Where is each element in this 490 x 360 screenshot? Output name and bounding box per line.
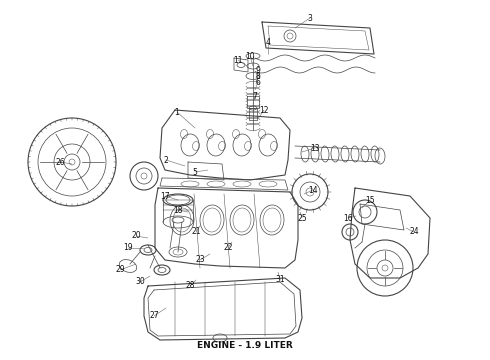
Text: 14: 14 [308,185,318,194]
Text: 3: 3 [308,14,313,23]
Text: 15: 15 [365,195,375,204]
Text: 18: 18 [173,206,183,215]
Text: 2: 2 [164,156,169,165]
Text: 17: 17 [160,192,170,201]
Text: 11: 11 [233,55,243,64]
Text: 30: 30 [135,278,145,287]
Text: 22: 22 [223,243,233,252]
Text: 9: 9 [256,66,261,75]
Text: 20: 20 [131,231,141,240]
Text: 4: 4 [266,37,270,46]
Text: 25: 25 [297,213,307,222]
Text: 27: 27 [149,311,159,320]
Text: 19: 19 [123,243,133,252]
Text: 29: 29 [115,266,125,275]
Text: 7: 7 [252,91,257,100]
Text: 24: 24 [409,228,419,237]
Text: ENGINE - 1.9 LITER: ENGINE - 1.9 LITER [197,342,293,351]
Text: 8: 8 [256,72,260,81]
Text: 1: 1 [174,108,179,117]
Text: 13: 13 [310,144,320,153]
Text: 21: 21 [191,228,201,237]
Text: 28: 28 [185,282,195,291]
Text: 6: 6 [256,77,261,86]
Text: 16: 16 [343,213,353,222]
Text: 10: 10 [245,51,255,60]
Text: 5: 5 [193,167,197,176]
Text: 23: 23 [195,256,205,265]
Text: 31: 31 [275,275,285,284]
Text: 26: 26 [55,158,65,166]
Text: 12: 12 [259,105,269,114]
